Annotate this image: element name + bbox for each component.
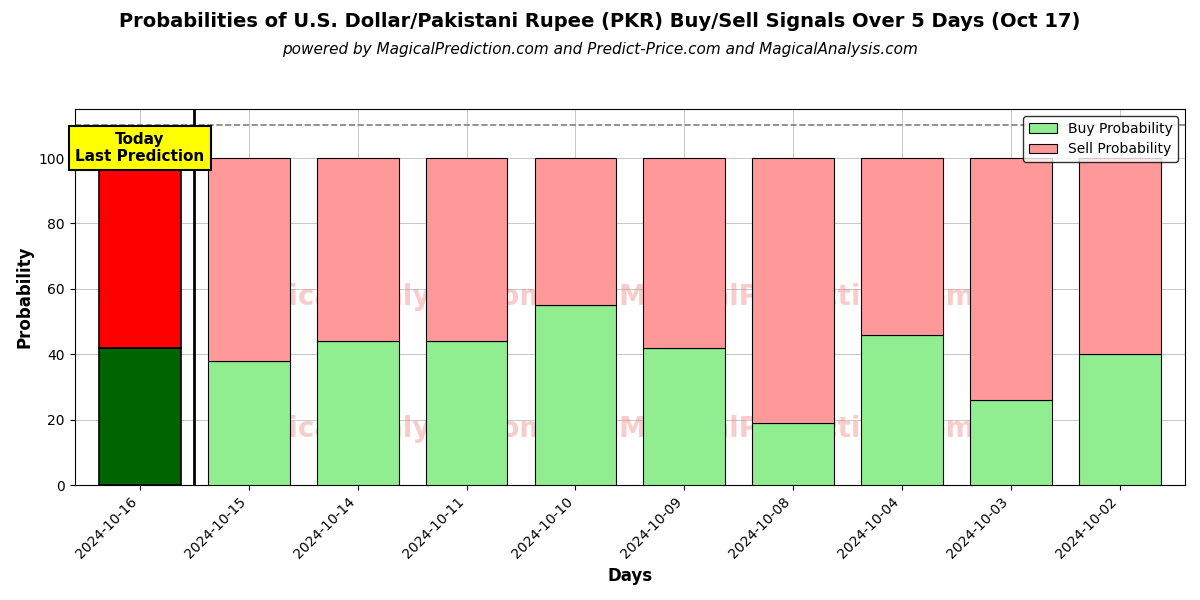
Bar	[534, 305, 617, 485]
Text: MagicalAnalysis.com: MagicalAnalysis.com	[222, 415, 548, 443]
Bar	[862, 335, 943, 485]
Bar	[862, 158, 943, 335]
Bar	[1079, 355, 1160, 485]
Text: powered by MagicalPrediction.com and Predict-Price.com and MagicalAnalysis.com: powered by MagicalPrediction.com and Pre…	[282, 42, 918, 57]
X-axis label: Days: Days	[607, 567, 653, 585]
Bar	[100, 158, 181, 348]
Bar	[426, 158, 508, 341]
Bar	[752, 158, 834, 423]
Legend: Buy Probability, Sell Probability: Buy Probability, Sell Probability	[1024, 116, 1178, 162]
Bar	[426, 341, 508, 485]
Bar	[1079, 158, 1160, 355]
Text: MagicalPrediction.com: MagicalPrediction.com	[618, 415, 974, 443]
Text: MagicalPrediction.com: MagicalPrediction.com	[618, 283, 974, 311]
Text: Today
Last Prediction: Today Last Prediction	[76, 132, 204, 164]
Bar	[208, 361, 289, 485]
Bar	[643, 158, 725, 348]
Text: Probabilities of U.S. Dollar/Pakistani Rupee (PKR) Buy/Sell Signals Over 5 Days : Probabilities of U.S. Dollar/Pakistani R…	[119, 12, 1081, 31]
Bar	[317, 158, 398, 341]
Y-axis label: Probability: Probability	[16, 246, 34, 349]
Text: MagicalAnalysis.com: MagicalAnalysis.com	[222, 283, 548, 311]
Bar	[970, 158, 1051, 400]
Bar	[317, 341, 398, 485]
Bar	[752, 423, 834, 485]
Bar	[100, 348, 181, 485]
Bar	[643, 348, 725, 485]
Bar	[208, 158, 289, 361]
Bar	[970, 400, 1051, 485]
Bar	[534, 158, 617, 305]
